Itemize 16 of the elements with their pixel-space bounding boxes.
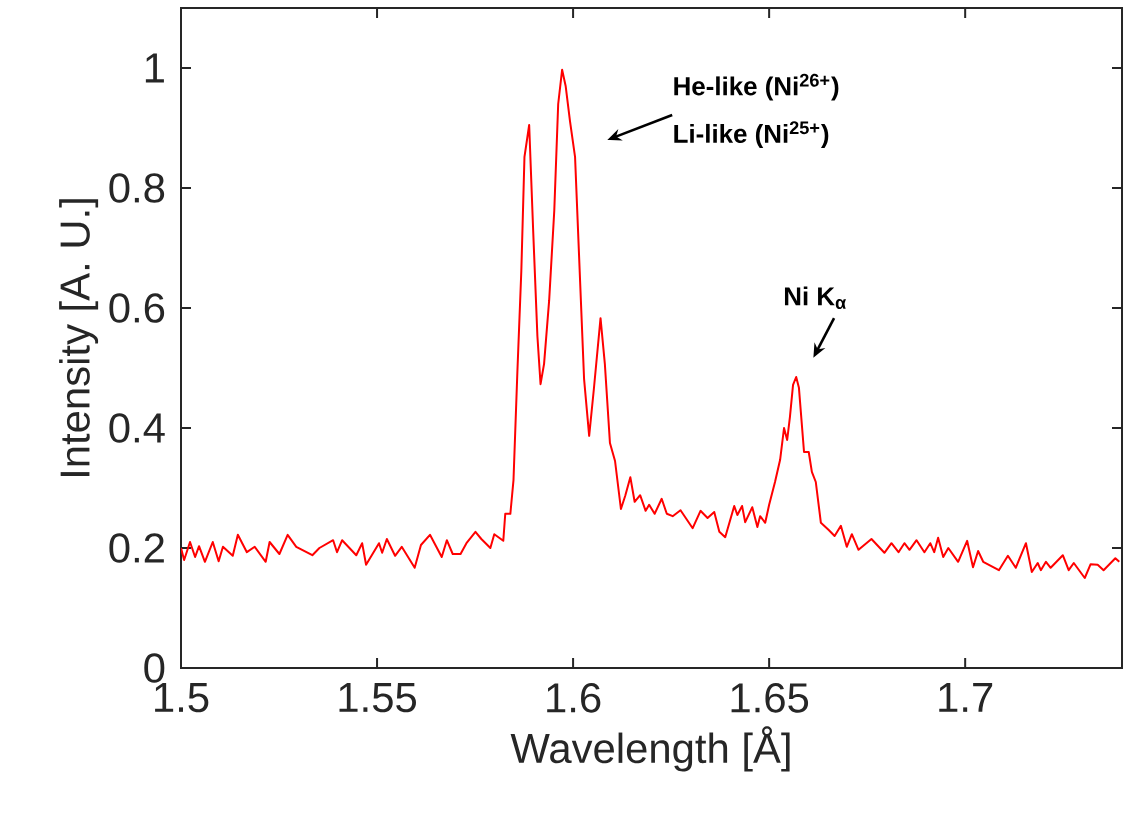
x-tick-label: 1.5 — [155, 683, 209, 713]
x-tick-label: 1.7 — [939, 683, 993, 712]
x-axis-title: Wavelength [Å] — [510, 726, 790, 772]
y-tick-label: 0.6 — [109, 293, 165, 323]
x-tick-label: 1.65 — [731, 683, 809, 713]
annotation: He-like (Ni$^{26+}$) — [674, 73, 839, 101]
annotation: Ni K$_{α}$ — [784, 286, 847, 310]
y-axis-title: Intensity [A. U.] — [59, 199, 99, 476]
y-tick-label: 0 — [144, 653, 165, 683]
annotation: Li-like (Ni$^{25+}$) — [674, 121, 829, 149]
y-tick-label: 0.4 — [109, 413, 165, 443]
x-tick-label: 1.6 — [547, 683, 601, 713]
y-tick-label: 1 — [145, 53, 164, 83]
y-tick-label: 0.8 — [109, 173, 165, 203]
y-tick-label: 0.2 — [109, 533, 164, 563]
x-tick-label: 1.55 — [339, 683, 416, 713]
